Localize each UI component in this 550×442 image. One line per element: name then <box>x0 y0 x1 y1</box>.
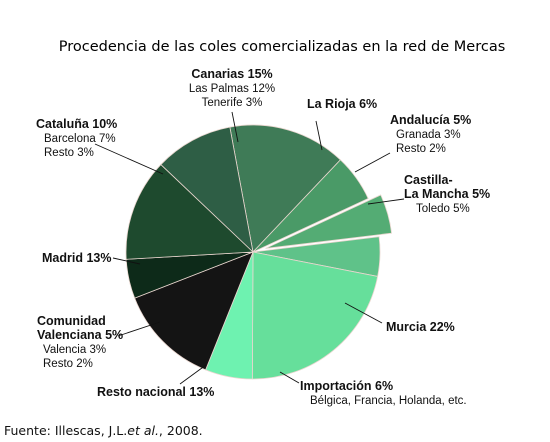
pie-slice-andaluc-a <box>265 194 393 249</box>
slice-label: Castilla- <box>404 173 453 187</box>
slice-label: La Rioja 6% <box>307 97 377 111</box>
source-italic: et al. <box>127 423 159 438</box>
slice-detail-label: Tenerife 3% <box>202 97 263 109</box>
slice-detail-label: Granada 3% <box>396 129 461 141</box>
leader-line <box>231 111 239 143</box>
slice-label: Importación 6% <box>300 379 393 393</box>
slice-label: Andalucía 5% <box>390 113 471 127</box>
leader-lines <box>94 111 405 385</box>
leader-line <box>279 371 300 384</box>
slice-label: Canarias 15% <box>191 67 272 81</box>
leader-line <box>315 120 323 151</box>
pie-slice-murcia <box>251 251 379 380</box>
leader-line <box>344 302 383 324</box>
pie-slice-resto-nacional <box>134 251 254 371</box>
slice-label: Cataluña 10% <box>36 117 117 131</box>
pie-slice-madrid <box>125 164 254 260</box>
leader-line <box>112 257 141 265</box>
pie-slices <box>125 124 393 380</box>
leader-line <box>94 143 164 175</box>
slice-detail-label: Toledo 5% <box>416 203 470 215</box>
slice-label: Comunidad <box>37 314 106 328</box>
slice-label: Madrid 13% <box>42 251 111 265</box>
slice-detail-label: Barcelona 7% <box>44 133 116 145</box>
slice-label: Resto nacional 13% <box>97 385 214 399</box>
pie-slice-la-rioja <box>252 159 369 253</box>
slice-labels: Canarias 15% Las Palmas 12% Tenerife 3% La … <box>36 67 490 407</box>
pie-slice-canarias <box>229 124 341 253</box>
slice-detail-label: Resto 3% <box>44 147 94 159</box>
source-note: Fuente: Illescas, J.L.et al., 2008. <box>4 423 203 438</box>
slice-label: La Mancha 5% <box>404 187 490 201</box>
leader-line <box>354 152 391 173</box>
slice-label: Valenciana 5% <box>37 328 123 342</box>
slice-detail-label: Resto 2% <box>43 358 93 370</box>
slice-detail-label: Valencia 3% <box>43 344 106 356</box>
chart-title: Procedencia de las coles comercializadas… <box>59 39 506 55</box>
slice-label: Murcia 22% <box>386 320 455 334</box>
leader-line <box>179 364 207 385</box>
pie-slice-catalu-a <box>160 126 254 254</box>
leader-line <box>367 198 405 205</box>
slice-detail-label: Las Palmas 12% <box>189 83 275 95</box>
source-suffix: , 2008. <box>158 423 203 438</box>
slice-detail-label: Resto 2% <box>396 143 446 155</box>
slice-detail-label: Bélgica, Francia, Holanda, etc. <box>310 395 467 407</box>
source-prefix: Fuente: Illescas, J.L. <box>4 423 128 438</box>
leader-line <box>117 321 161 337</box>
